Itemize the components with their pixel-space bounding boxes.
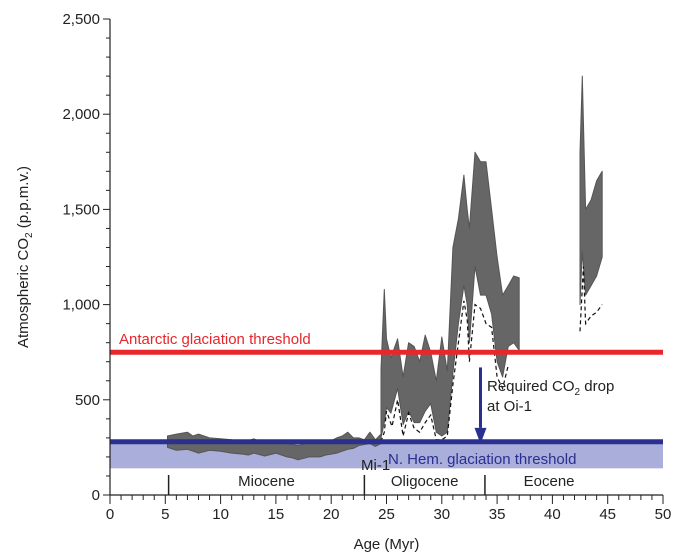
co2-lower-bound-1 [380, 300, 509, 442]
y-axis-title: Atmospheric CO2 (p.p.m.v.) [15, 166, 35, 348]
required-drop-label-line2: at Oi-1 [487, 398, 532, 415]
axes: 0 500 1,000 1,500 2,000 2,500 0 5 10 15 20 25 30 35 40… [15, 11, 671, 552]
annotations: Antarctic glaciation threshold N. Hem. g… [119, 331, 614, 474]
x-tick-label: 5 [161, 506, 169, 523]
antarctic-threshold-label: Antarctic glaciation threshold [119, 331, 311, 348]
x-tick-label: 15 [268, 506, 285, 523]
x-axis-title: Age (Myr) [354, 536, 420, 552]
required-drop-label-line1: Required CO2 drop [487, 378, 614, 398]
y-tick-label: 1,500 [62, 201, 100, 218]
y-tick-label: 1,000 [62, 297, 100, 314]
co2-envelopes [167, 75, 603, 461]
y-tick-label: 2,500 [62, 11, 100, 28]
threshold-lines [110, 349, 663, 445]
nhem-threshold-label: N. Hem. glaciation threshold [388, 451, 576, 468]
x-tick-label: 45 [599, 506, 616, 523]
x-tick-label: 25 [378, 506, 395, 523]
co2-envelope-2 [380, 151, 520, 439]
co2-lower-bound-2 [579, 266, 603, 332]
y-tick-label: 500 [75, 392, 100, 409]
co2-lower-bounds [380, 266, 603, 442]
y-tick-label: 2,000 [62, 106, 100, 123]
x-tick-label: 35 [489, 506, 506, 523]
x-tick-label: 50 [655, 506, 672, 523]
epoch-label-oligocene: Oligocene [391, 473, 459, 490]
epoch-label-miocene: Miocene [238, 473, 295, 490]
co2-envelope-3 [579, 75, 603, 306]
x-tick-label: 40 [544, 506, 561, 523]
x-tick-label: 10 [212, 506, 229, 523]
x-tick-label: 20 [323, 506, 340, 523]
x-tick-label: 0 [106, 506, 114, 523]
required-drop-arrow-head [474, 427, 487, 444]
y-tick-label: 0 [92, 487, 100, 504]
epoch-label-eocene: Eocene [524, 473, 575, 490]
mi1-label: Mi-1 [361, 457, 390, 474]
x-tick-label: 30 [433, 506, 450, 523]
